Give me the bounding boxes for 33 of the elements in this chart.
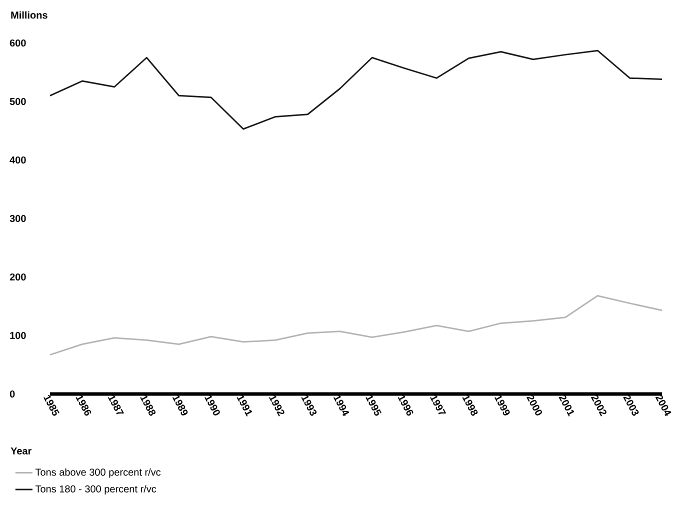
x-tick-label: 1996 [398, 394, 414, 416]
y-tick-label: 0 [10, 390, 15, 398]
line-series [49, 294, 663, 356]
x-tick-label: 1994 [333, 394, 350, 416]
x-tick-label: 1989 [172, 394, 188, 416]
x-tick-label: 1988 [140, 394, 156, 416]
x-tick-label: 1995 [366, 394, 382, 416]
legend-label: Tons above 300 percent r/vc [35, 468, 161, 478]
x-tick-label: 2002 [590, 394, 606, 416]
x-tick-label: 1997 [430, 394, 446, 414]
x-tick-label: 2003 [623, 394, 639, 416]
x-tick-label: 1987 [108, 394, 124, 414]
x-tick-label: 2004 [655, 394, 672, 416]
legend-label: Tons 180 - 300 percent r/vc [35, 485, 156, 494]
y-tick-label: 500 [10, 98, 26, 106]
x-tick-label: 1986 [76, 394, 92, 416]
x-tick-label: 2001 [558, 394, 574, 416]
y-tick-label: 600 [10, 39, 26, 47]
x-tick-label: 1993 [301, 394, 317, 416]
x-tick-label: 1998 [462, 394, 478, 416]
y-axis-title: Millions [11, 11, 48, 19]
x-tick-label: 1990 [204, 394, 220, 416]
x-tick-label: 1985 [44, 394, 60, 416]
x-tick-label: 1999 [494, 394, 510, 416]
x-tick-label: 1992 [268, 394, 284, 416]
x-tick-label: 2000 [526, 394, 542, 416]
line-series [49, 50, 663, 130]
x-axis-title: Year [10, 447, 32, 454]
x-tick-label: 1991 [236, 394, 252, 416]
y-tick-label: 400 [10, 156, 26, 164]
y-tick-label: 200 [10, 273, 26, 281]
y-tick-label: 300 [10, 214, 26, 222]
y-tick-label: 100 [10, 332, 26, 340]
